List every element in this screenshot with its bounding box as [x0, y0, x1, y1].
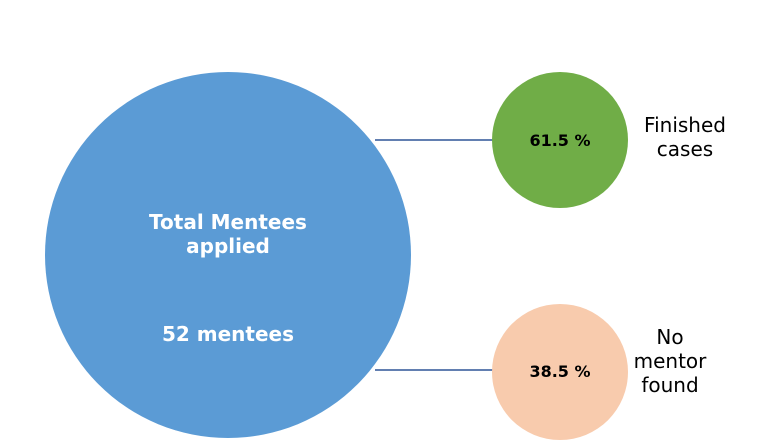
finished-circle: [492, 72, 628, 208]
total-label: Total Mentees applied: [149, 210, 307, 258]
finished-value: 61.5 %: [529, 131, 591, 150]
finished-label: Finished cases: [644, 113, 726, 161]
no-mentor-value: 38.5 %: [529, 362, 591, 381]
no-mentor-circle: [492, 304, 628, 440]
total-detail: 52 mentees: [161, 322, 295, 346]
total-circle: [45, 72, 411, 438]
no-mentor-label: No mentor found: [633, 325, 707, 397]
